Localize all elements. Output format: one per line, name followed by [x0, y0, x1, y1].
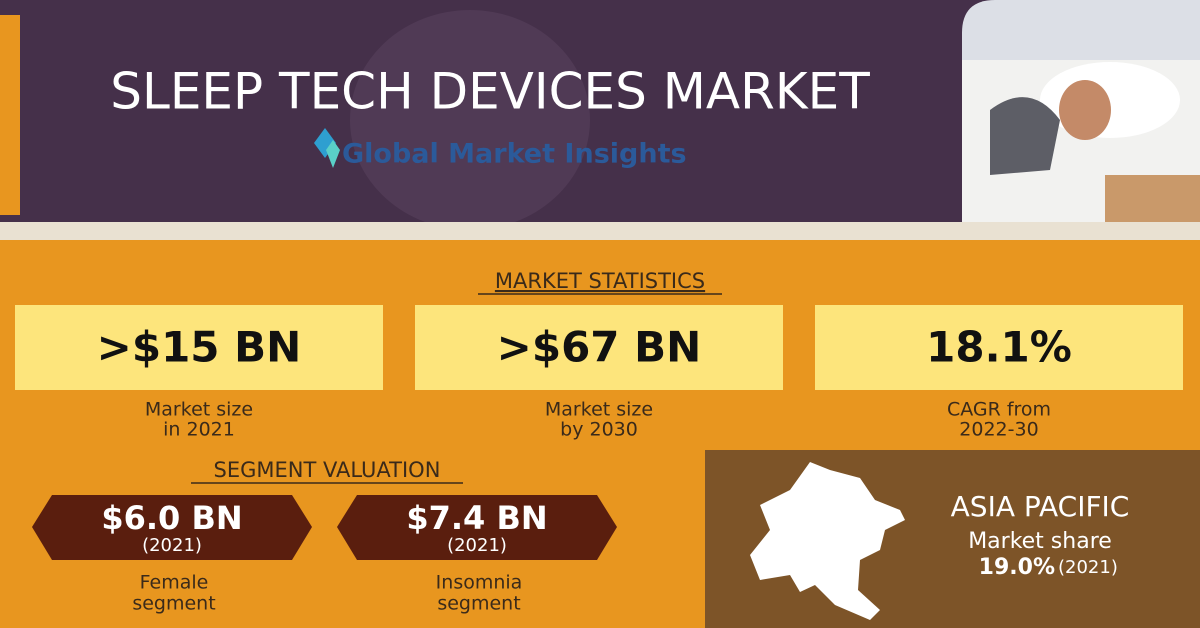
- segment-label: segment: [437, 593, 520, 615]
- title: SLEEP TECH DEVICES MARKET: [110, 63, 870, 121]
- stat-label: by 2030: [560, 419, 638, 441]
- segment-year: (2021): [142, 535, 202, 556]
- region-share: 19.0%: [979, 555, 1055, 580]
- segment-card: [32, 495, 312, 560]
- stat-value: >$15 BN: [97, 323, 302, 372]
- region-subtitle: Market share: [968, 529, 1112, 554]
- segment-label: segment: [132, 593, 215, 615]
- shirt: [990, 97, 1060, 175]
- stat-label: in 2021: [163, 419, 235, 441]
- logo-text: Global Market Insights: [342, 139, 687, 170]
- head: [1059, 80, 1111, 140]
- region-year: (2021): [1058, 557, 1118, 578]
- stat-label: Market size: [145, 399, 253, 421]
- divider: [0, 222, 1200, 240]
- stat-value: >$67 BN: [497, 323, 702, 372]
- globe-decoration: [350, 10, 590, 230]
- accent-strip: [0, 15, 20, 215]
- stat-card: [815, 305, 1183, 390]
- segment-value: $6.0 BN: [101, 499, 242, 537]
- stat-label: CAGR from: [947, 399, 1051, 421]
- photo: [962, 0, 1200, 222]
- stat-card: [15, 305, 383, 390]
- asia-map: [750, 462, 905, 620]
- stat-label: Market size: [545, 399, 653, 421]
- segment-value: $7.4 BN: [406, 499, 547, 537]
- stat-value: 18.1%: [926, 323, 1072, 372]
- logo: Global Market Insights: [314, 128, 687, 170]
- segment-card: [337, 495, 617, 560]
- segment-year: (2021): [447, 535, 507, 556]
- nightstand: [1105, 175, 1200, 222]
- stat-label: 2022-30: [959, 419, 1038, 441]
- section-heading: SEGMENT VALUATION: [214, 458, 441, 482]
- segment-label: Female: [140, 572, 209, 594]
- stat-card: [415, 305, 783, 390]
- logo-icon: [326, 140, 340, 168]
- segment-label: Insomnia: [436, 572, 523, 594]
- region-name: ASIA PACIFIC: [951, 490, 1130, 523]
- section-heading: MARKET STATISTICS: [495, 269, 705, 293]
